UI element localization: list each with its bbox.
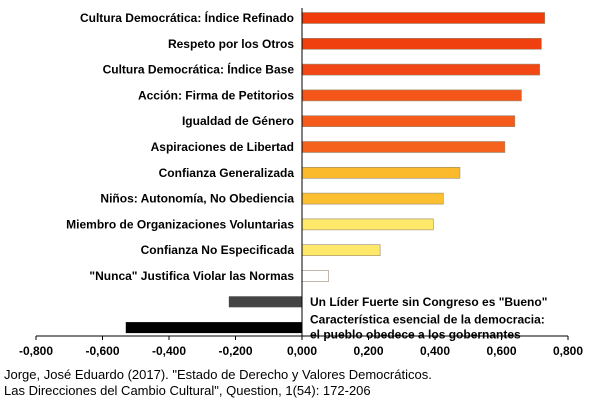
bar-label-5: Igualdad de Género — [182, 114, 294, 128]
x-tick-label-5: 0,000 — [287, 344, 317, 358]
bar-label-4: Acción: Firma de Petitorios — [138, 88, 294, 102]
x-tick-label-7: 0,400 — [420, 344, 450, 358]
x-tick-label-8: 0,600 — [486, 344, 516, 358]
bar-2 — [301, 37, 542, 50]
bar-7 — [301, 167, 461, 179]
bar-9 — [301, 218, 434, 231]
bar-label-7: Confianza Generalizada — [159, 166, 295, 180]
bar-3 — [301, 63, 541, 76]
bar-label-11: "Nunca" Justifica Violar las Normas — [89, 269, 294, 283]
x-tick-label-6: 0,200 — [353, 344, 383, 358]
x-tick-label-1: -0,800 — [19, 344, 53, 358]
x-tick-label-3: -0,400 — [152, 344, 186, 358]
bar-4 — [301, 89, 522, 102]
bar-label-6: Aspiraciones de Libertad — [151, 140, 294, 154]
bar-label-12: Un Líder Fuerte sin Congreso es "Bueno" — [310, 295, 547, 309]
x-tick-label-2: -0,600 — [85, 344, 119, 358]
bar-6 — [301, 141, 506, 153]
bar-13 — [125, 322, 303, 334]
source-citation-line-2: Las Direcciones del Cambio Cultural", Qu… — [4, 383, 371, 398]
bar-10 — [301, 244, 381, 256]
bar-label-13-line-1: Característica esencial de la democracia… — [310, 313, 545, 327]
bar-11 — [301, 270, 329, 282]
bar-5 — [301, 115, 516, 127]
bar-12 — [228, 296, 302, 308]
bar-label-9: Miembro de Organizaciones Voluntarias — [66, 217, 294, 231]
bar-label-2: Respeto por los Otros — [168, 37, 294, 51]
bar-1 — [301, 12, 546, 24]
source-citation-line-1: Jorge, José Eduardo (2017). "Estado de D… — [4, 367, 432, 382]
bar-label-3: Cultura Democrática: Índice Base — [103, 62, 295, 77]
bar-label-8: Niños: Autonomía, No Obediencia — [100, 192, 294, 206]
bar-label-13-line-2: el pueblo obedece a los gobernantes — [310, 328, 521, 342]
x-tick-label-4: -0,200 — [218, 344, 252, 358]
x-tick-label-9: 0,800 — [553, 344, 583, 358]
bar-label-10: Confianza No Especificada — [141, 243, 295, 257]
bar-label-1: Cultura Democrática: Índice Refinado — [80, 10, 294, 25]
bar-8 — [301, 192, 444, 205]
